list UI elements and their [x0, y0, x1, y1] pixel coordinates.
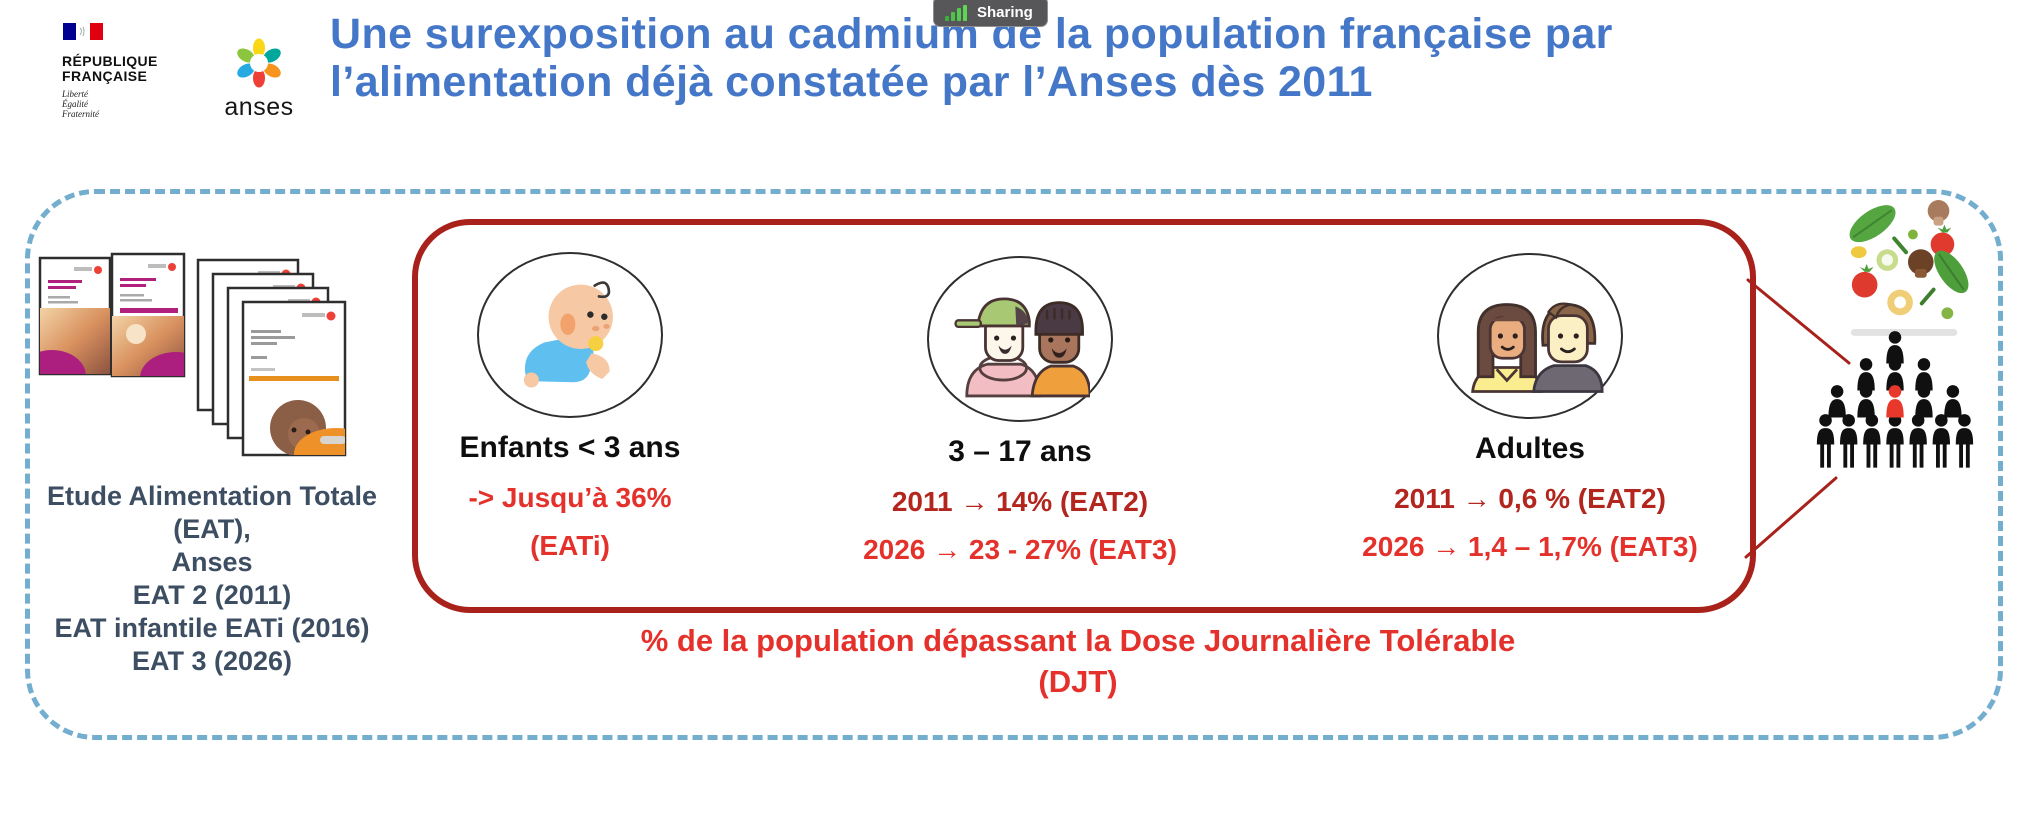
study-caption-line: (EAT),: [173, 514, 251, 544]
title-line-2: l’alimentation déjà constatée par l’Anse…: [330, 58, 1373, 106]
rf-motto: Liberté Égalité Fraternité: [62, 89, 99, 119]
republique-francaise-logo: RÉPUBLIQUE FRANÇAISE Liberté Égalité Fra…: [62, 20, 192, 119]
group-label-enfants: Enfants < 3 ans: [459, 431, 681, 464]
study-caption-line: Etude Alimentation Totale: [46, 481, 377, 511]
group-value-line: 2011 → 14% (EAT2): [891, 486, 1149, 517]
population-pyramid-icon: [1813, 328, 1977, 483]
group-value-line: 2026 → 23 - 27% (EAT3): [863, 534, 1177, 565]
content-frame: [25, 189, 2003, 740]
baby-icon: [477, 252, 663, 418]
group-value-line: -> Jusqu’à 36%: [468, 482, 672, 513]
group-adultes: Adultes 2011 → 0,6 % (EAT2) 2026 → 1,4 –…: [1320, 253, 1740, 571]
page-title: Une surexposition au cadmium de la popul…: [330, 10, 1910, 106]
study-caption-line: Anses: [171, 547, 253, 577]
study-caption-line: EAT 3 (2026): [131, 646, 293, 676]
group-ados: 3 – 17 ans 2011 → 14% (EAT2) 2026 → 23 -…: [828, 256, 1212, 574]
group-enfants: Enfants < 3 ans -> Jusqu’à 36% (EATi): [420, 252, 720, 570]
report-covers-icon: [38, 252, 347, 457]
overexposed-person-icon: [1886, 385, 1904, 418]
adults-icon: [1437, 253, 1623, 419]
anses-pinwheel-icon: [237, 38, 281, 88]
study-caption-line: EAT infantile EATi (2016): [54, 613, 370, 643]
djt-caption-line-2: (DJT): [1038, 664, 1118, 699]
rf-line1: RÉPUBLIQUE: [62, 53, 158, 69]
sharing-label: Sharing: [977, 4, 1033, 21]
group-value-line: 2011 → 0,6 % (EAT2): [1394, 483, 1666, 514]
group-label-adultes: Adultes: [1474, 432, 1585, 465]
study-caption-line: EAT 2 (2011): [132, 580, 292, 610]
djt-caption: % de la population dépassant la Dose Jou…: [412, 620, 1744, 702]
screen-sharing-badge[interactable]: Sharing: [933, 0, 1048, 27]
rf-line2: FRANÇAISE: [62, 68, 148, 84]
anses-wordmark: anses: [224, 93, 294, 121]
djt-caption-line-1: % de la population dépassant la Dose Jou…: [640, 623, 1516, 658]
study-caption: Etude Alimentation Totale (EAT), Anses E…: [8, 480, 416, 678]
signal-bars-icon: [945, 4, 967, 21]
group-value-line: 2026 → 1,4 – 1,7% (EAT3): [1362, 531, 1698, 562]
exposure-results-box: [412, 219, 1756, 613]
teens-icon: [927, 256, 1113, 422]
group-value-line: (EATi): [530, 530, 610, 561]
eat-report-covers-illustration: [36, 246, 348, 469]
vegetables-icon: [1843, 190, 1971, 345]
group-label-ados: 3 – 17 ans: [948, 435, 1092, 468]
anses-logo: anses: [219, 35, 299, 122]
french-flag-icon: [63, 23, 103, 40]
